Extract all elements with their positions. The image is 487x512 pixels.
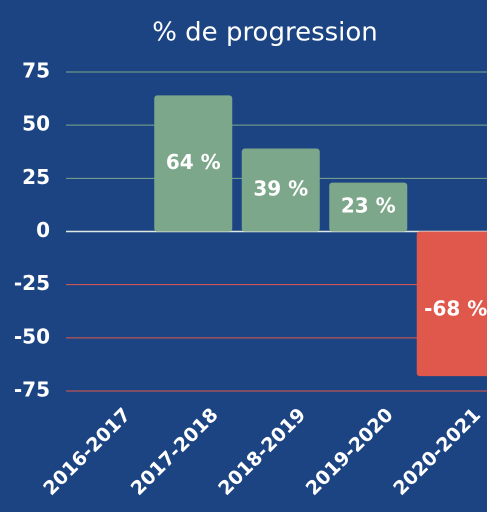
bar	[241, 148, 320, 232]
y-tick-label: -50	[14, 324, 50, 348]
y-tick-label: -75	[14, 378, 50, 402]
bar	[329, 182, 408, 232]
bar	[416, 231, 487, 377]
y-tick-label: 75	[22, 59, 50, 83]
y-tick-label: 50	[22, 112, 50, 136]
bar	[154, 95, 233, 232]
chart-title: % de progression	[152, 18, 378, 48]
y-tick-label: -25	[14, 271, 50, 295]
value-label: 23 %	[341, 194, 396, 218]
value-label: 64 %	[166, 150, 221, 174]
y-tick-label: 25	[22, 165, 50, 189]
value-label: 39 %	[253, 177, 308, 201]
value-label: -68 %	[424, 296, 487, 320]
y-tick-label: 0	[36, 218, 50, 242]
